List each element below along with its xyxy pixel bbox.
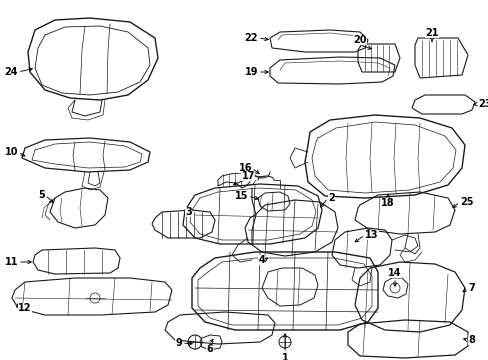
Text: 25: 25 xyxy=(459,197,472,207)
Text: 18: 18 xyxy=(381,198,394,208)
Text: 7: 7 xyxy=(467,283,474,293)
Text: 5: 5 xyxy=(38,190,45,200)
Text: 14: 14 xyxy=(387,268,401,278)
Text: 8: 8 xyxy=(467,335,474,345)
Text: 15: 15 xyxy=(234,191,247,201)
Text: 4: 4 xyxy=(258,255,264,265)
Text: 1: 1 xyxy=(281,353,288,360)
Text: 6: 6 xyxy=(206,344,213,354)
Text: 17: 17 xyxy=(241,171,254,181)
Text: 21: 21 xyxy=(425,28,438,38)
Text: 22: 22 xyxy=(244,33,258,43)
Text: 9: 9 xyxy=(175,338,182,348)
Text: 23: 23 xyxy=(477,99,488,109)
Text: 19: 19 xyxy=(244,67,258,77)
Text: 16: 16 xyxy=(238,163,251,173)
Text: 12: 12 xyxy=(18,303,31,313)
Text: 10: 10 xyxy=(4,147,18,157)
Text: 2: 2 xyxy=(327,193,334,203)
Text: 20: 20 xyxy=(352,35,366,45)
Text: 3: 3 xyxy=(185,207,192,217)
Text: 11: 11 xyxy=(4,257,18,267)
Text: 13: 13 xyxy=(364,230,378,240)
Text: 24: 24 xyxy=(4,67,18,77)
